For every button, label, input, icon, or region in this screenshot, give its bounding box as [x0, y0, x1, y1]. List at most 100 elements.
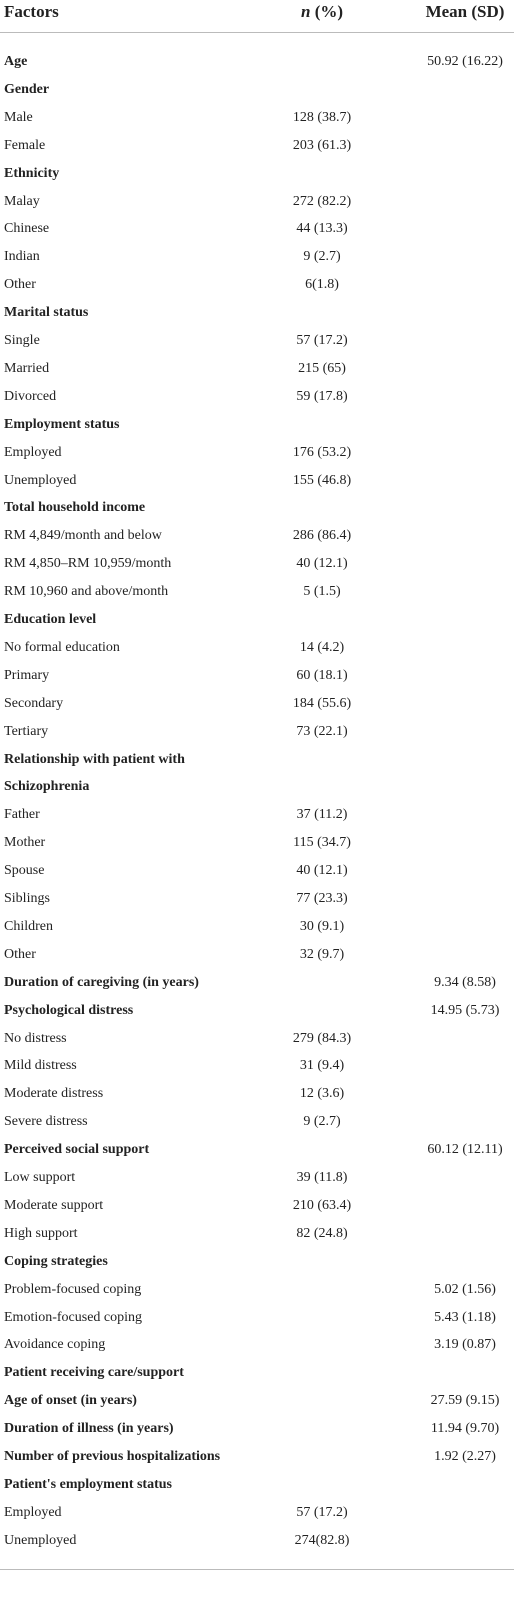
row-label: Employed [4, 444, 62, 460]
row-label: Avoidance coping [4, 1337, 106, 1353]
row-label: Siblings [4, 891, 50, 906]
row-label: No formal education [4, 639, 120, 655]
n-cell: 5 (1.5) [303, 584, 341, 600]
row-label: Children [4, 918, 53, 934]
n-cell: 215 (65) [298, 360, 346, 376]
n-cell: 128 (38.7) [292, 109, 352, 125]
row-label: RM 4,849/month and below [4, 528, 162, 544]
n-cell: 37 (11.2) [296, 807, 348, 823]
n-cell: 9 (2.7) [303, 249, 341, 265]
n-cell: 31 (9.4) [299, 1058, 345, 1074]
mean-cell: 27.59 (9.15) [430, 1393, 500, 1409]
row-label: Age of onset (in years) [4, 1393, 137, 1409]
row-label: Secondary [4, 695, 64, 711]
n-cell: 60 (18.1) [296, 667, 348, 683]
mean-cell: 9.34 (8.58) [434, 974, 496, 990]
n-cell: 39 (11.8) [296, 1170, 348, 1185]
mean-cell: 14.95 (5.73) [430, 1002, 500, 1018]
n-cell: 40 (12.1) [296, 863, 348, 879]
header-mean: Mean (SD) [425, 2, 505, 21]
header-rule [0, 32, 514, 33]
row-label: Other [4, 277, 36, 293]
row-label: Patient receiving care/support [4, 1365, 184, 1381]
row-label: No distress [4, 1030, 67, 1046]
mean-cell: 5.02 (1.56) [434, 1281, 496, 1297]
n-cell: 184 (55.6) [292, 695, 352, 711]
row-label: Female [4, 137, 46, 153]
row-label: Father [4, 807, 40, 823]
row-label: Number of previous hospitalizations [4, 1449, 221, 1464]
row-label: High support [4, 1225, 78, 1241]
row-label: Low support [4, 1170, 76, 1185]
row-label: Male [4, 109, 33, 125]
header-factors: Factors [4, 2, 59, 21]
row-label: Schizophrenia [4, 779, 90, 795]
n-cell: 77 (23.3) [296, 891, 348, 906]
row-label: Mild distress [4, 1058, 77, 1074]
n-cell: 57 (17.2) [296, 333, 348, 348]
row-label: Employment status [4, 416, 120, 432]
row-label: Perceived social support [4, 1142, 150, 1158]
row-label: Marital status [4, 305, 89, 321]
row-label: Duration of caregiving (in years) [4, 974, 199, 990]
row-label: Moderate support [4, 1197, 104, 1213]
row-label: Unemployed [4, 1532, 77, 1548]
row-label: Severe distress [4, 1114, 88, 1130]
n-cell: 9 (2.7) [303, 1114, 341, 1130]
row-label: Indian [4, 249, 40, 265]
mean-cell: 50.92 (16.22) [427, 54, 503, 69]
row-label: Chinese [4, 221, 50, 237]
row-label: Single [4, 333, 40, 348]
row-label: Primary [4, 667, 50, 683]
row-label: Malay [4, 193, 40, 209]
n-cell: 30 (9.1) [299, 918, 345, 934]
row-label: Total household income [4, 500, 146, 516]
row-label: Age [4, 54, 28, 69]
row-label: Emotion-focused coping [4, 1309, 143, 1325]
n-cell: 82 (24.8) [296, 1225, 348, 1241]
n-cell: 155 (46.8) [292, 472, 352, 488]
n-cell: 44 (13.3) [296, 221, 348, 237]
row-label: Mother [4, 835, 46, 851]
n-cell: 59 (17.8) [296, 388, 348, 404]
header-n-italic: n [300, 2, 311, 21]
n-cell: 40 (12.1) [296, 556, 348, 572]
row-label: Relationship with patient with [4, 751, 185, 767]
row-label: Moderate distress [4, 1086, 104, 1102]
row-label: Divorced [4, 388, 57, 404]
row-label: Education level [4, 612, 97, 627]
row-label: Married [4, 360, 50, 376]
header-n: n (%) [301, 2, 343, 22]
n-cell: 57 (17.2) [296, 1504, 348, 1520]
header-n-text: (%) [310, 2, 344, 21]
n-cell: 73 (22.1) [296, 723, 348, 739]
row-label: Gender [4, 81, 50, 97]
row-label: Employed [4, 1504, 62, 1520]
n-cell: 115 (34.7) [293, 835, 351, 851]
row-label: RM 4,850–RM 10,959/month [4, 556, 172, 572]
mean-cell: 5.43 (1.18) [434, 1309, 496, 1325]
row-label: Other [4, 946, 36, 962]
mean-cell: 60.12 (12.11) [427, 1142, 503, 1158]
n-cell: 203 (61.3) [292, 137, 352, 153]
row-label: Duration of illness (in years) [4, 1421, 174, 1437]
n-cell: 6(1.8) [305, 277, 339, 293]
n-cell: 279 (84.3) [292, 1030, 352, 1046]
row-label: Ethnicity [4, 165, 60, 181]
n-cell: 274(82.8) [294, 1532, 350, 1548]
mean-cell: 3.19 (0.87) [434, 1337, 496, 1353]
bottom-rule [0, 1568, 514, 1570]
row-label: Psychological distress [4, 1002, 134, 1018]
n-cell: 176 (53.2) [292, 444, 352, 460]
row-label: Coping strategies [4, 1253, 108, 1269]
n-cell: 286 (86.4) [292, 528, 352, 544]
n-cell: 210 (63.4) [292, 1197, 352, 1213]
mean-cell: 11.94 (9.70) [430, 1421, 500, 1437]
n-cell: 12 (3.6) [299, 1086, 345, 1102]
row-label: Tertiary [4, 723, 49, 739]
n-cell: 32 (9.7) [299, 946, 345, 962]
row-label: Spouse [4, 863, 45, 879]
row-label: RM 10,960 and above/month [4, 584, 169, 600]
row-label: Problem-focused coping [4, 1281, 142, 1297]
